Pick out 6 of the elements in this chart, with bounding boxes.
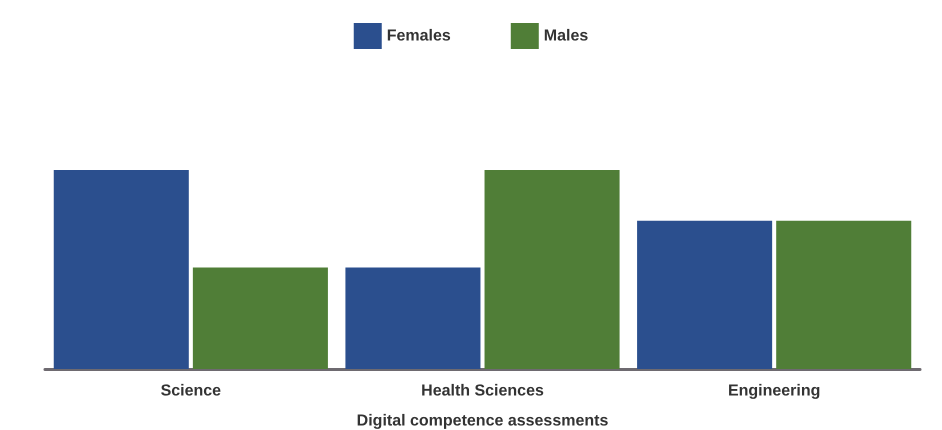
x-axis-title: Digital competence assessments: [356, 412, 608, 430]
x-tick-label: Health Sciences: [421, 382, 544, 400]
legend-label: Males: [544, 28, 588, 44]
legend-label: Females: [386, 28, 451, 44]
x-tick-label: Science: [160, 382, 222, 400]
x-tick-label: Engineering: [728, 382, 820, 400]
